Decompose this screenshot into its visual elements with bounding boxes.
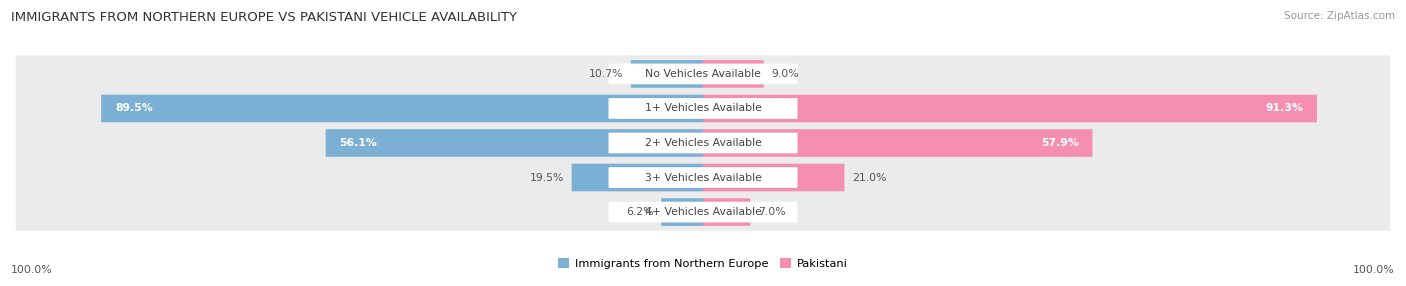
- Legend: Immigrants from Northern Europe, Pakistani: Immigrants from Northern Europe, Pakista…: [558, 259, 848, 269]
- FancyBboxPatch shape: [15, 124, 1391, 162]
- FancyBboxPatch shape: [101, 95, 703, 122]
- FancyBboxPatch shape: [609, 133, 797, 153]
- FancyBboxPatch shape: [326, 129, 703, 157]
- FancyBboxPatch shape: [661, 198, 703, 226]
- FancyBboxPatch shape: [15, 159, 1391, 196]
- FancyBboxPatch shape: [703, 129, 1092, 157]
- FancyBboxPatch shape: [15, 55, 1391, 93]
- Text: 6.2%: 6.2%: [626, 207, 654, 217]
- FancyBboxPatch shape: [609, 98, 797, 119]
- FancyBboxPatch shape: [631, 60, 703, 88]
- Text: 57.9%: 57.9%: [1040, 138, 1078, 148]
- FancyBboxPatch shape: [703, 164, 845, 191]
- Text: 1+ Vehicles Available: 1+ Vehicles Available: [644, 104, 762, 114]
- Text: 100.0%: 100.0%: [11, 265, 53, 275]
- FancyBboxPatch shape: [703, 198, 751, 226]
- Text: 4+ Vehicles Available: 4+ Vehicles Available: [644, 207, 762, 217]
- Text: No Vehicles Available: No Vehicles Available: [645, 69, 761, 79]
- FancyBboxPatch shape: [15, 193, 1391, 231]
- FancyBboxPatch shape: [703, 60, 763, 88]
- Text: 2+ Vehicles Available: 2+ Vehicles Available: [644, 138, 762, 148]
- FancyBboxPatch shape: [609, 202, 797, 223]
- FancyBboxPatch shape: [572, 164, 703, 191]
- FancyBboxPatch shape: [703, 95, 1317, 122]
- FancyBboxPatch shape: [609, 63, 797, 84]
- Text: 21.0%: 21.0%: [852, 172, 887, 182]
- FancyBboxPatch shape: [15, 90, 1391, 127]
- Text: 56.1%: 56.1%: [339, 138, 377, 148]
- Text: 9.0%: 9.0%: [772, 69, 799, 79]
- Text: IMMIGRANTS FROM NORTHERN EUROPE VS PAKISTANI VEHICLE AVAILABILITY: IMMIGRANTS FROM NORTHERN EUROPE VS PAKIS…: [11, 11, 517, 24]
- Text: 7.0%: 7.0%: [758, 207, 786, 217]
- Text: Source: ZipAtlas.com: Source: ZipAtlas.com: [1284, 11, 1395, 21]
- Text: 10.7%: 10.7%: [589, 69, 623, 79]
- FancyBboxPatch shape: [609, 167, 797, 188]
- Text: 100.0%: 100.0%: [1353, 265, 1395, 275]
- Text: 89.5%: 89.5%: [115, 104, 153, 114]
- Text: 19.5%: 19.5%: [530, 172, 564, 182]
- Text: 91.3%: 91.3%: [1265, 104, 1303, 114]
- Text: 3+ Vehicles Available: 3+ Vehicles Available: [644, 172, 762, 182]
